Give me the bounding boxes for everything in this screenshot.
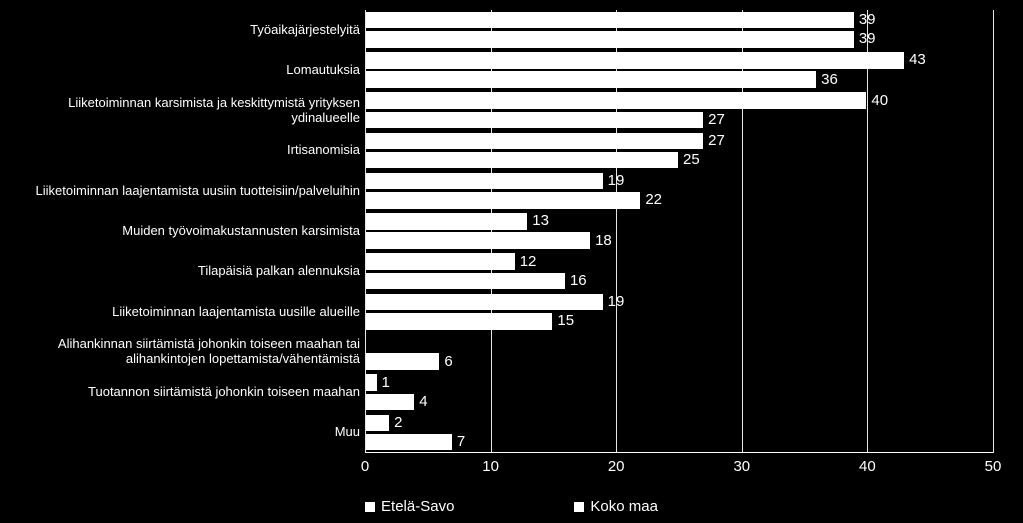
category-label: Liiketoiminnan karsimista ja keskittymis… — [0, 91, 360, 131]
x-tick-label: 40 — [859, 458, 876, 475]
x-tick-label: 10 — [482, 458, 499, 475]
category-label: Muu — [0, 413, 360, 453]
category-label: Työaikajärjestelyitä — [0, 10, 360, 50]
gridline — [616, 10, 617, 453]
legend: Etelä-Savo Koko maa — [0, 498, 1023, 515]
gridline — [365, 10, 366, 453]
category-label: Muiden työvoimakustannusten karsimista — [0, 211, 360, 251]
x-tick-label: 50 — [985, 458, 1002, 475]
legend-item-etela-savo: Etelä-Savo — [365, 498, 454, 515]
legend-label: Etelä-Savo — [381, 498, 454, 515]
plot-area — [365, 10, 993, 453]
gridline — [993, 10, 994, 453]
category-label: Lomautuksia — [0, 50, 360, 90]
category-label: Tilapäisiä palkan alennuksia — [0, 252, 360, 292]
category-label: Alihankinnan siirtämistä johonkin toisee… — [0, 332, 360, 372]
gridline — [742, 10, 743, 453]
category-label: Liiketoiminnan laajentamista uusille alu… — [0, 292, 360, 332]
x-tick-label: 30 — [733, 458, 750, 475]
x-tick-label: 20 — [608, 458, 625, 475]
chart-container: Työaikajärjestelyitä3939Lomautuksia4336L… — [0, 0, 1023, 523]
category-label: Tuotannon siirtämistä johonkin toiseen m… — [0, 372, 360, 412]
x-axis — [365, 452, 993, 453]
legend-item-koko-maa: Koko maa — [574, 498, 658, 515]
legend-marker-icon — [574, 502, 584, 512]
gridline — [867, 10, 868, 453]
category-label: Irtisanomisia — [0, 131, 360, 171]
x-tick-label: 0 — [361, 458, 369, 475]
legend-label: Koko maa — [590, 498, 658, 515]
legend-marker-icon — [365, 502, 375, 512]
gridline — [491, 10, 492, 453]
category-label: Liiketoiminnan laajentamista uusiin tuot… — [0, 171, 360, 211]
